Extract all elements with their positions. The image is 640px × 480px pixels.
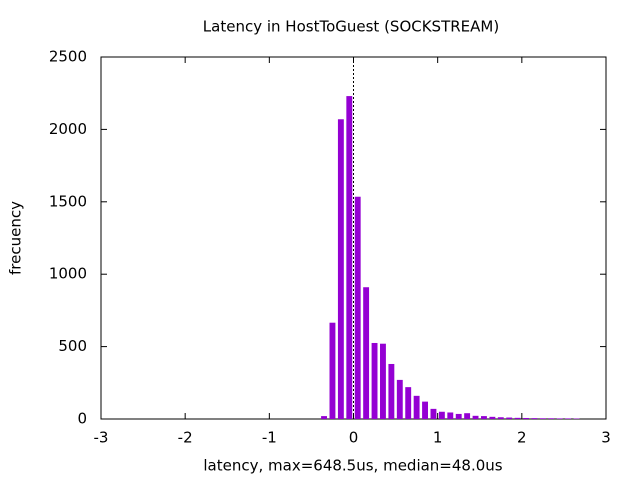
bar [472, 415, 479, 419]
x-tick-label: -3 [94, 429, 109, 447]
bar [514, 417, 521, 419]
bar [371, 342, 378, 419]
bar [321, 416, 327, 419]
bar [531, 418, 538, 419]
bar [447, 412, 454, 419]
bar [455, 413, 462, 419]
x-tick-label: 2 [517, 429, 527, 447]
y-tick-label: 0 [77, 410, 87, 428]
bar [523, 417, 529, 419]
y-tick-label: 1500 [49, 192, 87, 210]
bar [565, 418, 572, 419]
x-tick-label: -1 [262, 429, 277, 447]
x-tick-label: 0 [349, 429, 359, 447]
bar [388, 363, 395, 419]
bar [497, 417, 504, 419]
y-tick-label: 1000 [49, 265, 87, 283]
bar [354, 196, 361, 419]
bar [363, 287, 370, 419]
bar [329, 322, 336, 419]
bar [539, 418, 546, 419]
bar [548, 418, 555, 419]
bar [413, 395, 420, 419]
bar [422, 401, 428, 419]
chart-title: Latency in HostToGuest (SOCKSTREAM) [203, 18, 499, 36]
y-tick-label: 500 [58, 337, 87, 355]
bar [506, 417, 513, 419]
bar [346, 96, 353, 419]
bar [556, 418, 563, 419]
bar [380, 343, 386, 419]
bar [489, 416, 496, 419]
bar [438, 411, 445, 419]
y-tick-label: 2500 [49, 48, 87, 66]
y-axis-label: frecuency [7, 201, 25, 275]
bar [481, 416, 487, 419]
x-axis-label: latency, max=648.5us, median=48.0us [203, 457, 502, 475]
bar [396, 379, 403, 419]
bar [405, 387, 412, 419]
x-tick-label: 1 [433, 429, 443, 447]
x-tick-label: -2 [178, 429, 193, 447]
x-tick-label: 3 [601, 429, 611, 447]
y-tick-label: 2000 [49, 120, 87, 138]
bar [337, 119, 344, 419]
bar [430, 408, 437, 419]
bar [464, 413, 471, 419]
